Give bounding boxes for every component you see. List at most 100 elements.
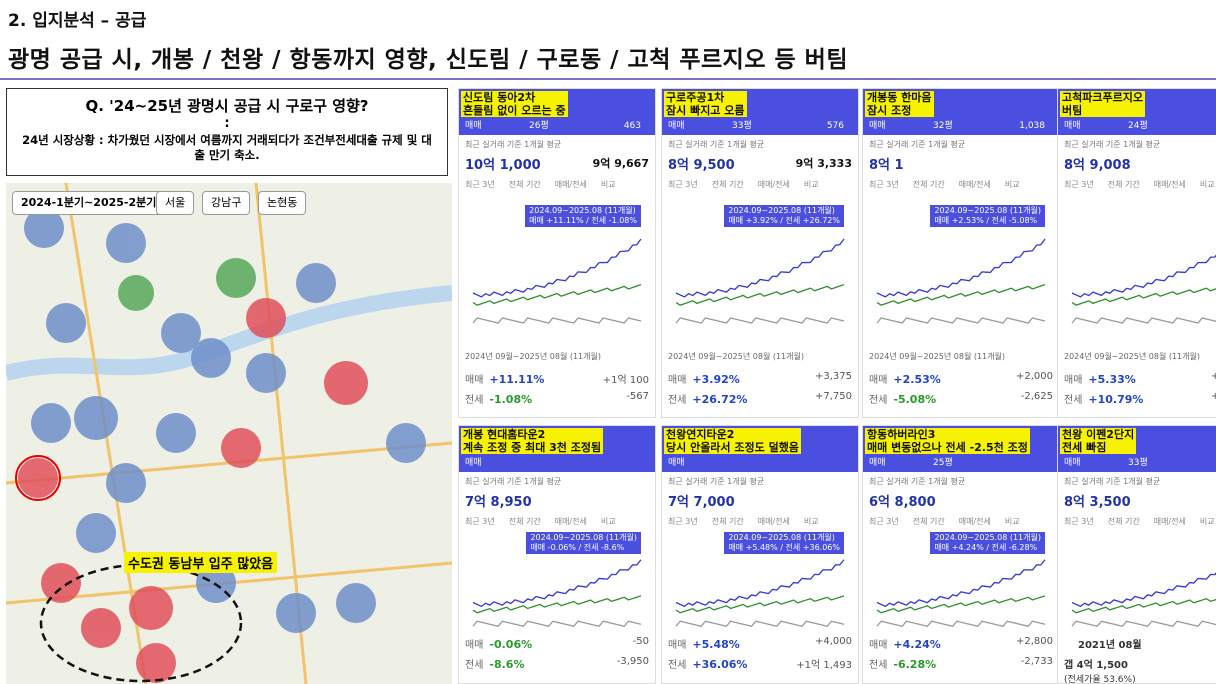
change-amount: +1억 1,493 — [796, 660, 852, 671]
filter-chip[interactable]: 강남구 — [202, 191, 251, 215]
panel-header: 구로주공1차 잠시 빠지고 오름 매매 33평 576 — [662, 89, 858, 135]
tab[interactable]: 전체 기간 — [508, 517, 541, 526]
change-amount: -567 — [626, 391, 649, 402]
tab[interactable]: 최근 3년 — [869, 517, 899, 526]
tab[interactable]: 전체 기간 — [912, 180, 945, 189]
size-select[interactable]: 25평 — [933, 458, 953, 468]
trend-line — [472, 559, 642, 608]
tab[interactable]: 매매/전세 — [1153, 517, 1186, 526]
tab[interactable]: 비교 — [1004, 180, 1020, 189]
price: 8억 9,500 — [668, 158, 735, 173]
change-amount: -50 — [632, 636, 649, 647]
caption: 천왕연지타운2 당시 안올라서 조정도 덜했음 — [664, 428, 801, 454]
highlight-box: 2024.09~2025.08 (11개월) 매매 +5.48% / 전세 +36… — [724, 532, 844, 554]
count: 576 — [826, 121, 844, 131]
tab[interactable]: 비교 — [600, 180, 616, 189]
period-chip[interactable]: 2024-1분기~2025-2분기 — [12, 191, 166, 215]
filter-chip[interactable]: 서울 — [156, 191, 195, 215]
trend-line — [472, 238, 642, 298]
change-pct: -1.08% — [489, 393, 533, 406]
tabs: 최근 3년 전체 기간 매매/전세 비교 — [465, 516, 649, 527]
caption-line: 개봉 현대홈타운2 — [463, 428, 546, 441]
question: Q. '24~25년 광명시 공급 시 구로구 영향? — [85, 97, 369, 115]
row-label: 전세 — [869, 660, 888, 671]
change-pct: +4.24% — [893, 638, 941, 651]
change-row: 전세 +10.79% +4,533 — [1064, 391, 1216, 406]
change-row: 전세 -5.08% -2,625 — [869, 391, 1053, 406]
change-pct: -8.6% — [489, 658, 525, 671]
recent-label: 최근 실거래 기준 1개월 평균 — [1064, 140, 1161, 149]
range: 2024년 09월~2025년 08월 (11개월) — [869, 352, 1005, 361]
size-select[interactable]: 26평 — [529, 121, 549, 131]
tab[interactable]: 전체 기간 — [508, 180, 541, 189]
row-label: 매매 — [869, 640, 888, 651]
trend-line — [472, 317, 642, 324]
mini-chart — [472, 238, 642, 324]
row-label: 매매 — [869, 375, 888, 386]
tab[interactable]: 최근 3년 — [869, 180, 899, 189]
panel-header: 개봉동 한마음 잠시 조정 매매 32평 1,038 — [863, 89, 1059, 135]
trend-line — [675, 238, 845, 298]
tab[interactable]: 매매/전세 — [757, 180, 790, 189]
ask-price: 9억 9,667 — [592, 157, 649, 170]
tab[interactable]: 비교 — [1199, 180, 1215, 189]
size-select[interactable]: 33평 — [732, 121, 752, 131]
tab[interactable]: 비교 — [803, 180, 819, 189]
tab[interactable]: 최근 3년 — [668, 517, 698, 526]
tab[interactable]: 전체 기간 — [711, 517, 744, 526]
filter-chip[interactable]: 논현동 — [258, 191, 307, 215]
highlight-period: 2024.09~2025.08 (11개월) — [934, 533, 1041, 542]
row-label: 매매 — [465, 375, 484, 386]
row-label: 매매 — [465, 640, 484, 651]
tab[interactable]: 최근 3년 — [1064, 517, 1094, 526]
highlight-box: 2024.09~2025.08 (11개월) 매매 +11.11% / 전세 -1… — [525, 205, 641, 227]
tab[interactable]: 최근 3년 — [465, 517, 495, 526]
tab[interactable]: 전체 기간 — [1107, 517, 1140, 526]
tab[interactable]: 전체 기간 — [912, 517, 945, 526]
price: 8억 9,008 — [1064, 158, 1131, 173]
trend-line — [472, 283, 642, 306]
size-select[interactable]: 32평 — [933, 121, 953, 131]
trend-line — [1071, 254, 1216, 298]
change-row: 전세 -8.6% -3,950 — [465, 656, 649, 671]
size-select[interactable]: 33평 — [1128, 458, 1148, 468]
caption: 개봉 현대홈타운2 계속 조정 중 최대 3천 조정됨 — [461, 428, 604, 454]
caption-line: 잠시 조정 — [867, 104, 912, 117]
type-select: 매매 — [668, 458, 685, 468]
tab[interactable]: 매매/전세 — [958, 517, 991, 526]
tab[interactable]: 비교 — [1004, 517, 1020, 526]
tab[interactable]: 매매/전세 — [1153, 180, 1186, 189]
tab[interactable]: 비교 — [600, 517, 616, 526]
tab[interactable]: 최근 3년 — [1064, 180, 1094, 189]
recent-label: 최근 실거래 기준 1개월 평균 — [668, 477, 765, 486]
tab[interactable]: 비교 — [803, 517, 819, 526]
tab[interactable]: 매매/전세 — [554, 180, 587, 189]
change-amount: +4,533 — [1211, 391, 1216, 402]
tab[interactable]: 전체 기간 — [711, 180, 744, 189]
mini-chart — [876, 559, 1046, 627]
change-amount: -2,733 — [1020, 656, 1053, 667]
tab[interactable]: 매매/전세 — [757, 517, 790, 526]
caption-line: 천왕연지타운2 — [666, 428, 735, 441]
change-row: 전세 +26.72% +7,750 — [668, 391, 852, 406]
caption-line: 개봉동 한마음 — [867, 91, 932, 104]
price: 10억 1,000 — [465, 158, 541, 173]
tab[interactable]: 최근 3년 — [465, 180, 495, 189]
mini-chart — [876, 238, 1046, 324]
caption: 천왕 이펜2단지 전세 빠짐 — [1060, 428, 1137, 454]
size-select[interactable]: 24평 — [1128, 121, 1148, 131]
tab[interactable]: 비교 — [1199, 517, 1215, 526]
change-row: 매매 +11.11% +1억 100 — [465, 371, 649, 386]
tab[interactable]: 최근 3년 — [668, 180, 698, 189]
tab[interactable]: 전체 기간 — [1107, 180, 1140, 189]
listing-panel: 개봉 현대홈타운2 계속 조정 중 최대 3천 조정됨 매매 최근 실거래 기준 1개… — [458, 425, 656, 684]
tab[interactable]: 매매/전세 — [958, 180, 991, 189]
change-pct: -0.06% — [489, 638, 533, 651]
tab[interactable]: 매매/전세 — [554, 517, 587, 526]
highlight-period: 2024.09~2025.08 (11개월) — [934, 206, 1041, 215]
trend-line — [876, 238, 1046, 298]
trend-line — [472, 595, 642, 614]
trend-line — [675, 283, 845, 306]
